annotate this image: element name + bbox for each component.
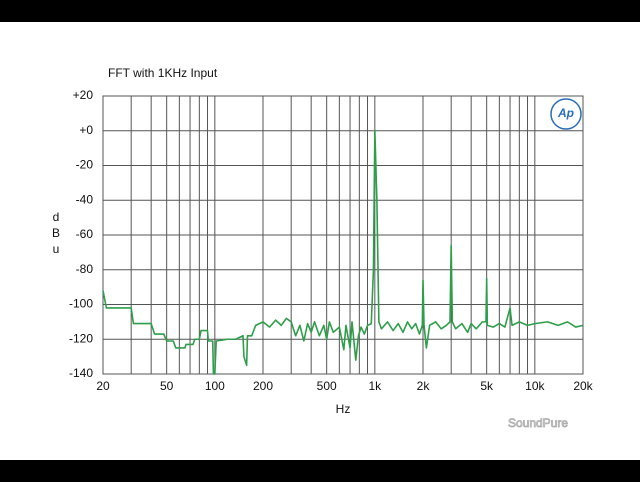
y-axis-label: dBu [49, 210, 63, 258]
y-tick-label: -40 [76, 192, 94, 206]
y-tick-label: -80 [76, 262, 94, 276]
logo: Ap [557, 106, 574, 120]
fft-trace [102, 129, 584, 375]
chart-title: FFT with 1KHz Input [108, 66, 218, 80]
x-tick-label: 2k [417, 379, 431, 393]
plot-frame [102, 95, 584, 375]
y-tick-label: -140 [69, 366, 93, 380]
y-tick-label: +0 [79, 123, 93, 137]
watermark: SoundPure [508, 416, 568, 430]
x-tick-label: 20 [96, 379, 110, 393]
y-tick-label: -60 [76, 227, 94, 241]
x-tick-label: 10k [525, 379, 545, 393]
x-tick-label: 20k [573, 379, 593, 393]
x-tick-label: 50 [160, 379, 174, 393]
x-tick-label: 100 [205, 379, 225, 393]
y-tick-label: -120 [69, 331, 93, 345]
logo-ring [550, 98, 582, 130]
panel [0, 22, 640, 460]
x-tick-label: 1k [368, 379, 382, 393]
y-tick-label: -100 [69, 297, 93, 311]
x-axis-label: Hz [336, 402, 351, 416]
x-tick-label: 500 [317, 379, 337, 393]
y-tick-label: -20 [76, 158, 94, 172]
y-tick-label: +20 [73, 88, 94, 102]
x-tick-label: 200 [253, 379, 273, 393]
x-tick-label: 5k [480, 379, 494, 393]
